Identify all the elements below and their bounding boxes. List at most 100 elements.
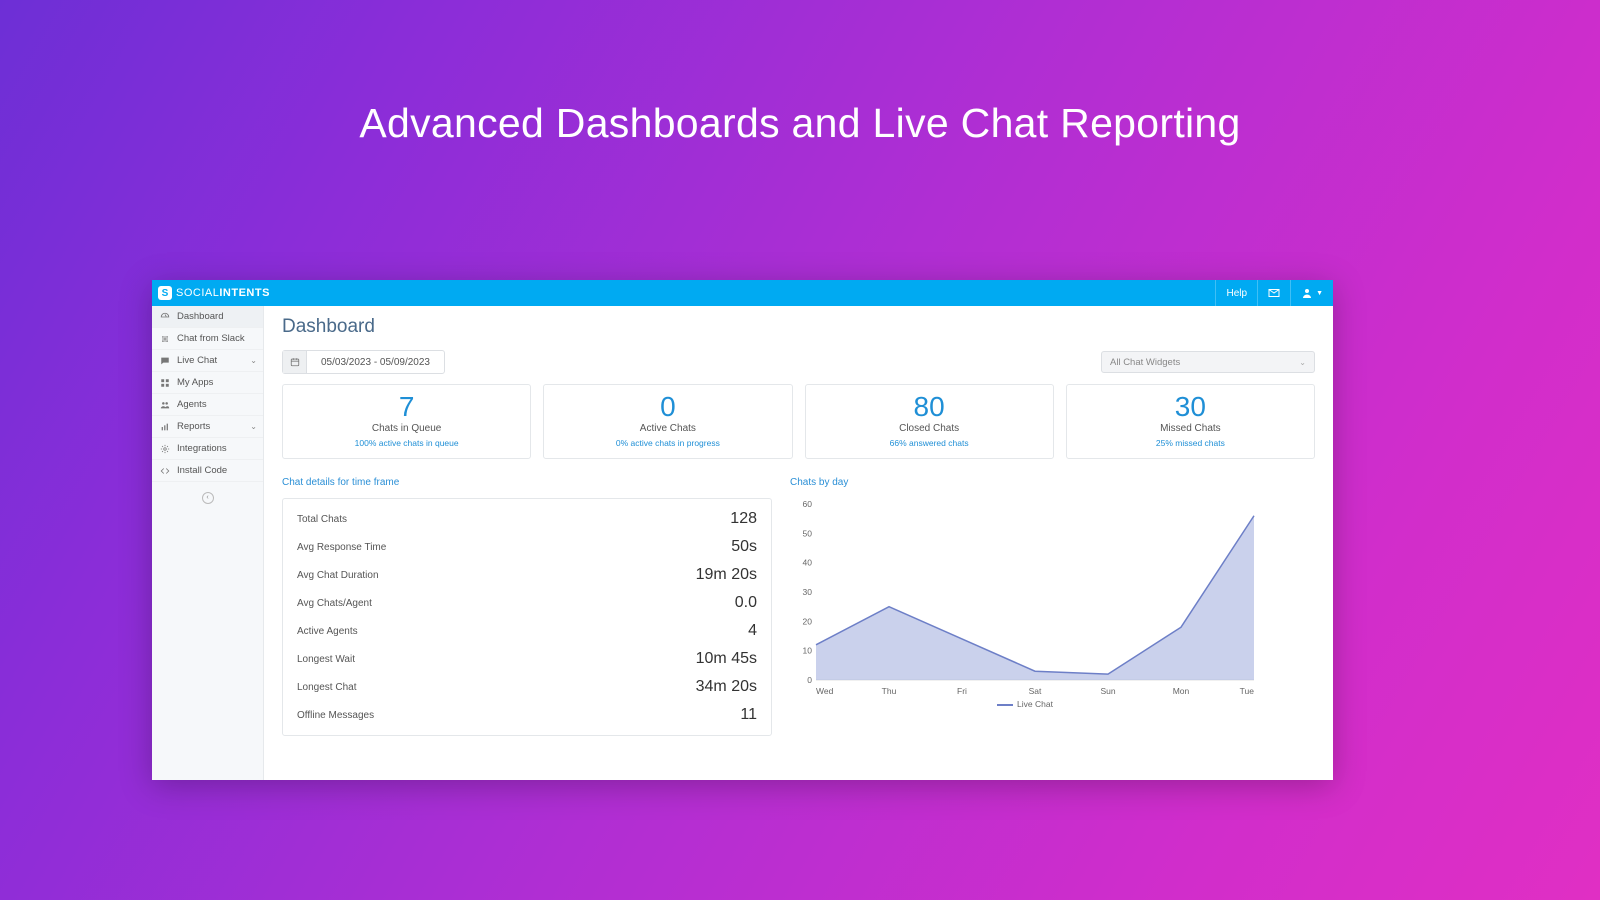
user-icon [1301, 287, 1313, 299]
detail-row: Avg Response Time50s [297, 533, 757, 561]
svg-text:10: 10 [803, 646, 813, 656]
sidebar-item-label: Agents [177, 399, 207, 410]
brand-text: SOCIALINTENTS [176, 287, 270, 299]
svg-text:Wed: Wed [816, 686, 834, 696]
details-panel: Chat details for time frame Total Chats1… [282, 477, 772, 736]
sidebar-item-label: Live Chat [177, 355, 217, 366]
detail-row: Avg Chats/Agent 0.0 [297, 589, 757, 617]
detail-row: Longest Chat 34m 20s [297, 673, 757, 701]
detail-row: Avg Chat Duration 19m 20s [297, 561, 757, 589]
chevron-down-icon: ⌄ [250, 356, 257, 365]
details-table: Total Chats128Avg Response Time50sAvg Ch… [282, 498, 772, 736]
mail-button[interactable] [1257, 280, 1290, 306]
kpi-card[interactable]: 30 Missed Chats 25% missed chats [1066, 384, 1315, 459]
kpi-subtext: 25% missed chats [1073, 438, 1308, 448]
controls-row: 05/03/2023 - 05/09/2023 All Chat Widgets… [282, 350, 1315, 374]
detail-value: 0.0 [735, 594, 757, 612]
detail-key: Avg Chat Duration [297, 570, 379, 581]
kpi-subtext: 66% answered chats [812, 438, 1047, 448]
code-icon [160, 466, 170, 476]
detail-key: Total Chats [297, 514, 347, 525]
kpi-label: Active Chats [550, 423, 785, 434]
kpi-value: 7 [289, 393, 524, 421]
svg-text:Fri: Fri [957, 686, 967, 696]
kpi-card[interactable]: 80Closed Chats66% answered chats [805, 384, 1054, 459]
sidebar-item-integrations[interactable]: Integrations [152, 438, 263, 460]
detail-row: Offline Messages 11 [297, 701, 757, 729]
sidebar-item-reports[interactable]: Reports ⌄ [152, 416, 263, 438]
collapse-icon: ‹ [202, 492, 214, 504]
detail-value: 11 [740, 706, 757, 724]
kpi-subtext: 100% active chats in queue [289, 438, 524, 448]
svg-text:60: 60 [803, 499, 813, 509]
sidebar-item-install-code[interactable]: Install Code [152, 460, 263, 482]
gauge-icon [160, 312, 170, 322]
widget-filter-label: All Chat Widgets [1110, 357, 1180, 368]
detail-key: Longest Chat [297, 682, 357, 693]
sidebar: Dashboard Chat from Slack Live Chat ⌄ My App… [152, 306, 264, 780]
svg-text:40: 40 [803, 558, 813, 568]
mail-icon [1268, 287, 1280, 299]
detail-key: Avg Response Time [297, 542, 386, 553]
kpi-card[interactable]: 0Active Chats0% active chats in progress [543, 384, 792, 459]
detail-value: 4 [748, 622, 757, 640]
svg-text:Mon: Mon [1173, 686, 1190, 696]
sidebar-item-chat-from-slack[interactable]: Chat from Slack [152, 328, 263, 350]
detail-key: Longest Wait [297, 654, 355, 665]
detail-value: 34m 20s [696, 678, 757, 696]
widget-filter-select[interactable]: All Chat Widgets ⌄ [1101, 351, 1315, 373]
kpi-label: Missed Chats [1073, 423, 1308, 434]
legend-swatch-icon [997, 704, 1013, 706]
kpi-label: Chats in Queue [289, 423, 524, 434]
sidebar-item-dashboard[interactable]: Dashboard [152, 306, 263, 328]
detail-value: 10m 45s [696, 650, 757, 668]
detail-key: Offline Messages [297, 710, 374, 721]
logo-mark-icon: S [158, 286, 172, 300]
svg-text:Tue: Tue [1240, 686, 1255, 696]
main-content: Dashboard 05/03/2023 - 05/09/2023 All Ch… [264, 306, 1333, 780]
chevron-updown-icon: ⌄ [1299, 358, 1306, 367]
topbar: S SOCIALINTENTS Help ▼ [152, 280, 1333, 306]
detail-value: 128 [730, 510, 757, 528]
sidebar-item-label: Dashboard [177, 311, 223, 322]
brand-logo[interactable]: S SOCIALINTENTS [152, 286, 270, 300]
sidebar-item-live-chat[interactable]: Live Chat ⌄ [152, 350, 263, 372]
sidebar-item-label: Chat from Slack [177, 333, 245, 344]
sidebar-collapse-button[interactable]: ‹ [152, 482, 263, 508]
slack-icon [160, 334, 170, 344]
kpi-card[interactable]: 7 Chats in Queue 100% active chats in queu… [282, 384, 531, 459]
detail-row: Total Chats 128 [297, 505, 757, 533]
sidebar-item-label: Reports [177, 421, 210, 432]
users-icon [160, 400, 170, 410]
date-range-text: 05/03/2023 - 05/09/2023 [307, 357, 444, 368]
detail-key: Avg Chats/Agent [297, 598, 372, 609]
chart-panel: Chats by day 0 10 20 30 40 50 60 Wed Thu Fri Sat Su… [790, 477, 1260, 736]
svg-text:Sat: Sat [1029, 686, 1042, 696]
help-button[interactable]: Help [1215, 280, 1257, 306]
chart-legend: Live Chat [790, 699, 1260, 709]
date-range-picker[interactable]: 05/03/2023 - 05/09/2023 [282, 350, 445, 374]
kpi-value: 30 [1073, 393, 1308, 421]
svg-text:0: 0 [807, 675, 812, 685]
calendar-icon [283, 351, 307, 373]
sidebar-item-my-apps[interactable]: My Apps [152, 372, 263, 394]
svg-text:Thu: Thu [882, 686, 897, 696]
chevron-down-icon: ⌄ [250, 422, 257, 431]
comment-icon [160, 356, 170, 366]
detail-row: Active Agents4 [297, 617, 757, 645]
grid-icon [160, 378, 170, 388]
svg-text:30: 30 [803, 587, 813, 597]
detail-value: 19m 20s [696, 566, 757, 584]
chart-panel-title: Chats by day [790, 477, 1260, 488]
sidebar-item-label: Integrations [177, 443, 227, 454]
chats-by-day-chart: 0 10 20 30 40 50 60 Wed Thu Fri Sat Sun Mon Tue [790, 498, 1260, 698]
cogs-icon [160, 444, 170, 454]
user-menu-button[interactable]: ▼ [1290, 280, 1333, 306]
svg-text:Sun: Sun [1100, 686, 1115, 696]
detail-row: Longest Wait 10m 45s [297, 645, 757, 673]
kpi-row: 7 Chats in Queue 100% active chats in queu… [282, 384, 1315, 459]
sidebar-item-agents[interactable]: Agents [152, 394, 263, 416]
svg-text:20: 20 [803, 616, 813, 626]
svg-text:50: 50 [803, 528, 813, 538]
kpi-subtext: 0% active chats in progress [550, 438, 785, 448]
